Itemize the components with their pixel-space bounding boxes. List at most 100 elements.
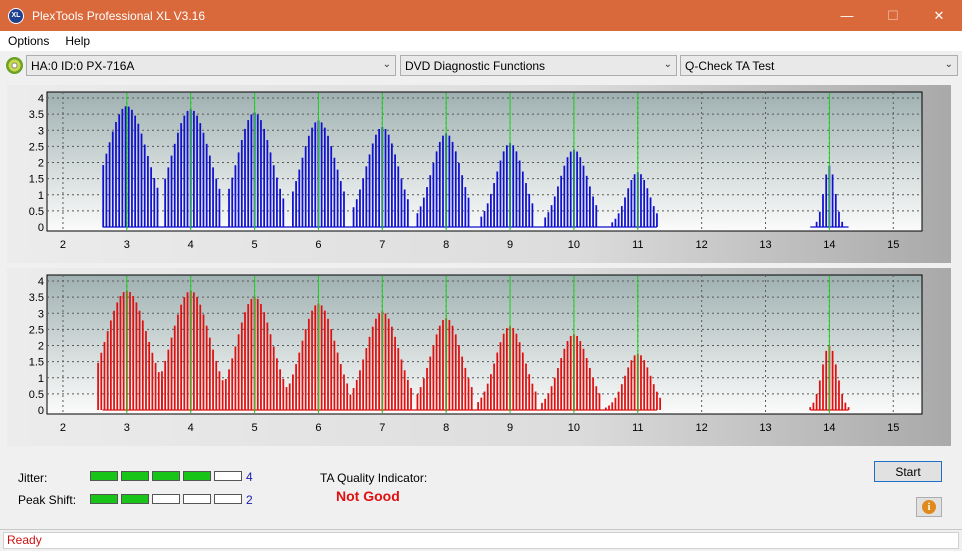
data-bar xyxy=(499,160,502,227)
data-bar xyxy=(557,368,559,410)
menu-help[interactable]: Help xyxy=(65,34,91,48)
data-bar xyxy=(534,391,537,410)
data-bar xyxy=(812,402,815,410)
data-bar xyxy=(202,314,205,410)
data-bar xyxy=(614,397,617,410)
data-bar xyxy=(244,312,246,410)
data-bar xyxy=(173,325,176,410)
upper-chart: 0 0.5 1 1.5 2 2.5 3 3.5 4 2 3 4 5 6 7 8 9 10 11 12 13 14 15 xyxy=(29,91,923,251)
data-bar xyxy=(831,174,834,227)
x-tick-label: 12 xyxy=(696,239,708,251)
data-bar xyxy=(483,391,486,410)
x-tick-label: 2 xyxy=(60,239,66,251)
y-tick-label: 3 xyxy=(38,125,44,137)
data-bar xyxy=(164,178,167,227)
data-bar xyxy=(272,346,275,410)
data-bar xyxy=(640,174,642,227)
data-bar xyxy=(467,197,470,227)
data-bar xyxy=(394,336,396,410)
data-bar xyxy=(205,325,208,410)
data-bar xyxy=(276,358,278,410)
x-tick-label: 11 xyxy=(632,422,643,434)
data-bar xyxy=(604,407,607,410)
data-bar xyxy=(426,367,428,410)
data-bar xyxy=(656,213,658,227)
y-tick-label: 1 xyxy=(38,373,44,385)
y-tick-label: 1.5 xyxy=(29,174,44,186)
data-bar xyxy=(111,131,114,227)
data-bar xyxy=(307,318,310,410)
data-bar xyxy=(525,183,527,227)
data-bar xyxy=(311,127,313,227)
data-bar xyxy=(442,135,444,227)
data-bar xyxy=(569,151,572,227)
app-logo-icon: XL xyxy=(8,7,24,24)
data-bar xyxy=(435,151,438,227)
data-bar xyxy=(224,378,227,410)
data-bar xyxy=(269,334,272,410)
close-button[interactable]: ✕ xyxy=(916,0,962,31)
data-bar xyxy=(416,394,419,410)
data-bar xyxy=(250,298,253,410)
start-button[interactable]: Start xyxy=(874,461,942,482)
data-bar xyxy=(244,128,246,227)
data-bar xyxy=(630,360,633,410)
data-bar xyxy=(652,384,655,410)
data-bar xyxy=(582,165,585,227)
data-bar xyxy=(454,334,457,410)
test-select[interactable]: Q-Check TA Test ⌄ xyxy=(680,55,958,76)
data-bar xyxy=(177,314,179,410)
results-area: Jitter: 4 Peak Shift: 2 TA Quality Indic… xyxy=(7,455,951,523)
data-bar xyxy=(333,157,336,227)
data-bar xyxy=(467,378,470,410)
data-bar xyxy=(531,203,534,227)
data-bar xyxy=(113,310,115,410)
data-bar xyxy=(359,370,361,410)
meter-segment xyxy=(183,494,211,504)
data-bar xyxy=(611,402,614,410)
info-button[interactable]: i xyxy=(916,497,942,517)
data-bar xyxy=(301,157,304,227)
data-bar xyxy=(841,393,844,410)
data-bar xyxy=(448,320,451,410)
data-bar xyxy=(339,181,342,227)
data-bar xyxy=(282,198,285,227)
function-select-value: DVD Diagnostic Functions xyxy=(405,58,546,73)
maximize-button[interactable]: ☐ xyxy=(870,0,916,31)
data-bar xyxy=(173,143,176,227)
x-tick-label: 6 xyxy=(315,239,321,251)
x-tick-label: 10 xyxy=(568,239,580,251)
minimize-button[interactable]: — xyxy=(824,0,870,31)
data-bar xyxy=(815,221,818,227)
drive-select[interactable]: HA:0 ID:0 PX-716A ⌄ xyxy=(26,55,396,76)
y-tick-label: 4 xyxy=(38,93,44,105)
data-bar xyxy=(585,175,588,227)
data-bar xyxy=(569,335,572,410)
data-bar xyxy=(499,342,502,410)
data-bar xyxy=(624,197,626,227)
data-bar xyxy=(419,206,422,227)
data-bar xyxy=(193,110,195,227)
function-select[interactable]: DVD Diagnostic Functions ⌄ xyxy=(400,55,677,76)
data-bar xyxy=(250,114,253,227)
menu-bar: Options Help xyxy=(0,31,962,51)
data-bar xyxy=(416,213,419,227)
data-bar xyxy=(153,177,156,227)
data-bar xyxy=(212,167,214,227)
data-bar xyxy=(566,341,569,410)
meter-segment xyxy=(121,494,149,504)
data-bar xyxy=(378,313,380,410)
data-bar xyxy=(301,340,304,410)
data-bar xyxy=(260,304,262,410)
data-bar xyxy=(394,154,396,227)
data-bar xyxy=(368,336,371,410)
data-bar xyxy=(157,372,160,410)
data-bar xyxy=(841,221,844,227)
data-bar xyxy=(838,380,840,410)
menu-options[interactable]: Options xyxy=(8,34,50,48)
data-bar xyxy=(656,391,658,410)
data-bar xyxy=(215,360,218,410)
data-bar xyxy=(150,167,152,227)
data-bar xyxy=(221,380,224,410)
y-tick-label: 1.5 xyxy=(29,357,44,369)
